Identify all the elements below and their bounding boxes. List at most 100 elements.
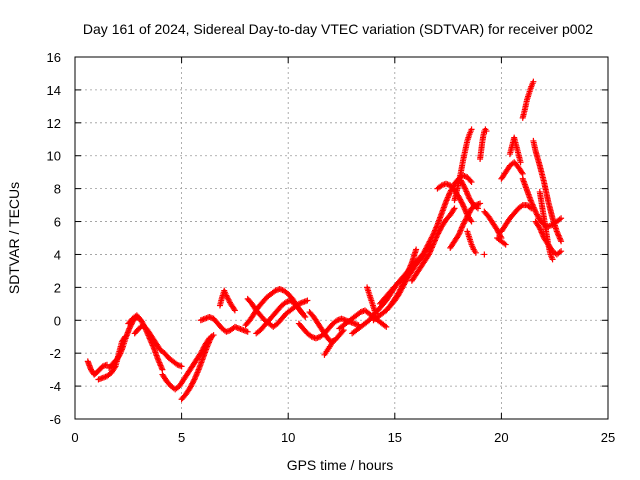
data-point-marker bbox=[103, 361, 110, 368]
data-point-marker bbox=[329, 338, 336, 345]
data-point-marker bbox=[302, 313, 309, 320]
data-point-marker bbox=[300, 310, 307, 317]
data-point-marker bbox=[178, 363, 185, 370]
data-point-marker bbox=[299, 309, 306, 316]
data-point-marker bbox=[518, 169, 525, 176]
data-point-marker bbox=[429, 233, 436, 240]
series-arc-aa bbox=[457, 177, 481, 212]
data-point-marker bbox=[481, 251, 488, 258]
y-tick-label: 4 bbox=[54, 247, 61, 262]
x-tick-label: 10 bbox=[281, 430, 295, 445]
y-tick-label: 2 bbox=[54, 280, 61, 295]
data-point-marker bbox=[467, 177, 474, 184]
data-point-marker bbox=[483, 128, 490, 135]
data-point-marker bbox=[468, 179, 475, 186]
y-tick-label: -6 bbox=[49, 412, 61, 427]
data-point-marker bbox=[111, 364, 118, 371]
x-tick-label: 5 bbox=[178, 430, 185, 445]
series-arc-ab bbox=[464, 228, 479, 256]
data-point-marker bbox=[304, 297, 311, 304]
data-point-marker bbox=[502, 241, 509, 248]
y-tick-label: 14 bbox=[47, 83, 61, 98]
data-point-marker bbox=[558, 238, 565, 245]
series-arc-r bbox=[364, 284, 379, 317]
x-axis-label: GPS time / hours bbox=[287, 457, 394, 473]
plot-area-frame bbox=[74, 56, 609, 420]
data-point-marker bbox=[244, 328, 251, 335]
series-arc-u bbox=[383, 246, 420, 314]
series-arc-y bbox=[447, 200, 484, 251]
data-point-marker bbox=[549, 256, 556, 263]
series-arc-l bbox=[253, 297, 307, 337]
data-point-marker bbox=[468, 126, 475, 133]
data-point-marker bbox=[127, 324, 134, 331]
series-arc-h bbox=[197, 313, 251, 335]
data-point-marker bbox=[451, 205, 458, 212]
data-markers bbox=[84, 78, 565, 403]
grid bbox=[75, 57, 608, 419]
series-arc-ae bbox=[481, 208, 505, 241]
series-arc-ai bbox=[506, 134, 524, 166]
data-point-marker bbox=[450, 206, 457, 213]
x-tick-label: 20 bbox=[494, 430, 508, 445]
data-point-marker bbox=[530, 78, 537, 85]
series-arc-al bbox=[530, 137, 565, 245]
data-point-marker bbox=[231, 306, 238, 313]
x-tick-label: 15 bbox=[388, 430, 402, 445]
series-arc-d bbox=[125, 312, 166, 373]
data-point-marker bbox=[558, 215, 565, 222]
y-tick-label: 0 bbox=[54, 313, 61, 328]
series-arc-g bbox=[178, 333, 215, 403]
series-arc-ag bbox=[498, 202, 535, 235]
data-point-marker bbox=[413, 246, 420, 253]
data-point-marker bbox=[372, 310, 379, 317]
data-point-marker bbox=[231, 307, 238, 314]
data-point-marker bbox=[115, 353, 122, 360]
series-arc-c bbox=[106, 313, 142, 371]
data-point-marker bbox=[339, 328, 346, 335]
data-point-marker bbox=[461, 184, 468, 191]
data-point-marker bbox=[517, 159, 524, 166]
data-point-marker bbox=[459, 200, 466, 207]
series-arc-ad bbox=[481, 251, 488, 258]
axis-ticks bbox=[74, 56, 609, 420]
series-arc-z bbox=[451, 126, 475, 204]
y-tick-label: -4 bbox=[49, 379, 61, 394]
series-arc-aj bbox=[519, 78, 537, 121]
data-point-marker bbox=[468, 218, 475, 225]
series-arc-e bbox=[131, 322, 185, 370]
series-arc-i bbox=[216, 287, 238, 314]
y-tick-label: 10 bbox=[47, 149, 61, 164]
series-arc-ac bbox=[477, 126, 490, 163]
data-point-marker bbox=[190, 377, 197, 384]
y-tick-label: -2 bbox=[49, 346, 61, 361]
y-tick-labels: -6 -4 -2 0 2 4 6 8 10 12 14 16 bbox=[47, 50, 61, 427]
data-point-marker bbox=[474, 205, 481, 212]
data-point-marker bbox=[467, 217, 474, 224]
x-tick-label: 25 bbox=[601, 430, 615, 445]
y-tick-label: 12 bbox=[47, 116, 61, 131]
series-arc-b bbox=[95, 333, 129, 383]
chart-title: Day 161 of 2024, Sidereal Day-to-day VTE… bbox=[83, 21, 593, 37]
series-arc-p bbox=[336, 307, 390, 332]
series-arc-v bbox=[408, 205, 458, 284]
series-arc-a bbox=[84, 358, 110, 378]
data-point-marker bbox=[208, 333, 215, 340]
data-point-marker bbox=[472, 249, 479, 256]
series-arc-w bbox=[421, 172, 475, 255]
series-arc-o bbox=[321, 338, 336, 358]
x-tick-labels: 0 5 10 15 20 25 bbox=[71, 430, 615, 445]
data-point-marker bbox=[558, 248, 565, 255]
y-tick-label: 8 bbox=[54, 182, 61, 197]
data-point-marker bbox=[383, 323, 390, 330]
series-arc-x bbox=[434, 180, 475, 225]
y-tick-label: 16 bbox=[47, 50, 61, 65]
series-arc-af bbox=[494, 235, 509, 248]
y-axis-label: SDTVAR / TECUs bbox=[6, 182, 22, 294]
data-point-marker bbox=[477, 200, 484, 207]
x-tick-label: 0 bbox=[71, 430, 78, 445]
y-tick-label: 6 bbox=[54, 215, 61, 230]
series-arc-an bbox=[536, 188, 556, 263]
data-point-marker bbox=[126, 325, 133, 332]
